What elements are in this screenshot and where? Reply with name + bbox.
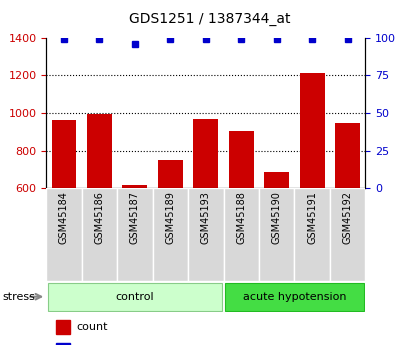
Text: acute hypotension: acute hypotension	[243, 292, 346, 302]
Bar	[123, 185, 147, 188]
Text: GSM45189: GSM45189	[165, 191, 175, 244]
Bar	[46, 188, 81, 281]
Text: GSM45191: GSM45191	[307, 191, 317, 244]
Bar	[117, 188, 152, 281]
Bar	[264, 172, 289, 188]
Bar	[48, 283, 222, 310]
Bar	[52, 120, 76, 188]
Bar	[188, 188, 223, 281]
Bar	[294, 188, 330, 281]
Bar	[300, 73, 325, 188]
Text: count: count	[76, 322, 108, 332]
Text: GSM45187: GSM45187	[130, 191, 140, 244]
Text: GSM45184: GSM45184	[59, 191, 69, 244]
Bar	[330, 188, 365, 281]
Text: control: control	[116, 292, 154, 302]
Bar	[152, 188, 188, 281]
Bar	[87, 114, 112, 188]
Text: GDS1251 / 1387344_at: GDS1251 / 1387344_at	[129, 12, 291, 26]
Text: GSM45188: GSM45188	[236, 191, 246, 244]
Text: stress: stress	[2, 292, 35, 302]
Text: GSM45190: GSM45190	[272, 191, 282, 244]
Bar	[335, 123, 360, 188]
Bar	[193, 119, 218, 188]
Bar	[81, 188, 117, 281]
Text: GSM45186: GSM45186	[94, 191, 105, 244]
Bar	[259, 188, 294, 281]
Text: GSM45192: GSM45192	[343, 191, 353, 244]
Bar	[56, 320, 70, 334]
Bar	[56, 343, 70, 345]
Bar	[158, 160, 183, 188]
Bar	[229, 131, 254, 188]
Bar	[225, 283, 364, 310]
Text: GSM45193: GSM45193	[201, 191, 211, 244]
Bar	[223, 188, 259, 281]
